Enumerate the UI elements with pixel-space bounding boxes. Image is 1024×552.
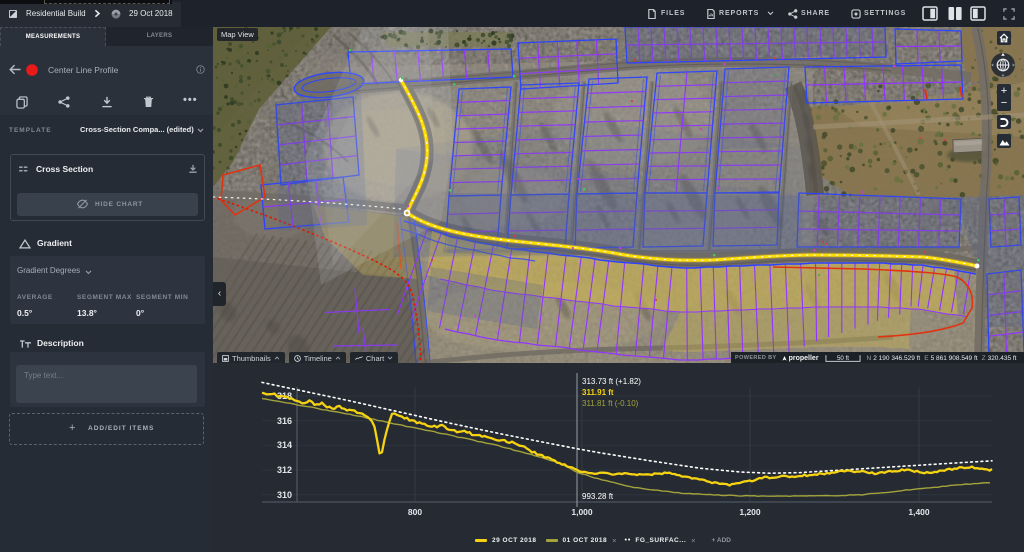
svg-text:1,000: 1,000 xyxy=(571,507,593,517)
svg-text:310: 310 xyxy=(277,490,292,500)
svg-text:312: 312 xyxy=(277,465,292,475)
svg-text:311.91 ft: 311.91 ft xyxy=(582,388,614,397)
svg-text:993.28 ft: 993.28 ft xyxy=(582,492,614,501)
svg-text:800: 800 xyxy=(408,507,422,517)
svg-text:313.73 ft (+1.82): 313.73 ft (+1.82) xyxy=(582,377,641,386)
svg-text:50 ft: 50 ft xyxy=(837,354,849,361)
svg-text:1,200: 1,200 xyxy=(739,507,761,517)
svg-text:316: 316 xyxy=(277,416,292,426)
svg-text:314: 314 xyxy=(277,440,292,450)
svg-text:1,400: 1,400 xyxy=(908,507,930,517)
svg-text:311.81 ft (-0.10): 311.81 ft (-0.10) xyxy=(582,399,639,408)
